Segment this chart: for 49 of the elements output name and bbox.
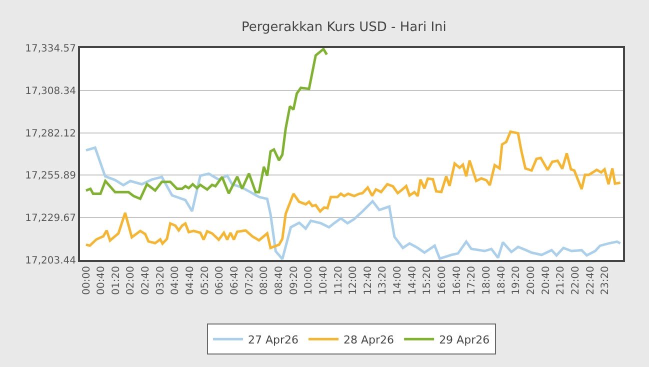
x-tick-label: 13:20 <box>378 266 389 295</box>
x-tick-label: 00:40 <box>96 266 108 295</box>
x-tick-label: 01:20 <box>110 266 122 295</box>
y-tick-label: 17,334.57 <box>25 44 76 54</box>
x-tick-label: 10:00 <box>304 266 315 295</box>
x-tick-label: 20:40 <box>540 266 552 295</box>
legend-label: 28 Apr26 <box>344 333 394 346</box>
line-series <box>84 48 328 200</box>
x-tick-label: 18:00 <box>482 266 492 295</box>
x-tick-label: 08:40 <box>274 266 285 295</box>
x-tick-label: 20:00 <box>526 266 537 295</box>
x-tick-label: 22:00 <box>570 266 582 295</box>
y-tick-label: 17,203.44 <box>25 256 76 266</box>
x-tick-label: 02:40 <box>140 266 152 295</box>
y-tick-label: 17,282.12 <box>25 128 76 140</box>
x-tick-label: 06:00 <box>214 266 226 295</box>
x-tick-label: 04:40 <box>185 266 196 295</box>
x-tick-label: 06:40 <box>229 266 240 295</box>
x-tick-label: 07:20 <box>244 266 256 295</box>
x-tick-label: 16:40 <box>452 266 463 295</box>
x-tick-label: 23:20 <box>600 266 612 295</box>
x-tick-label: 10:40 <box>318 266 330 295</box>
legend-label: 27 Apr26 <box>248 333 299 346</box>
line-series <box>84 130 622 250</box>
x-tick-label: 21:20 <box>556 266 567 295</box>
x-tick-label: 12:40 <box>362 266 374 295</box>
x-tick-label: 09:20 <box>288 266 300 295</box>
x-tick-label: 22:40 <box>585 266 596 295</box>
x-tick-label: 11:20 <box>333 266 344 295</box>
x-tick-label: 05:20 <box>200 266 211 295</box>
y-tick-label: 17,229.67 <box>25 213 76 224</box>
x-tick-label: 03:20 <box>155 266 166 295</box>
x-tick-label: 04:00 <box>170 266 182 295</box>
x-tick-label: 14:40 <box>407 266 418 295</box>
y-tick-label: 17,308.34 <box>25 86 76 97</box>
chart-title: Pergerakkan Kurs USD - Hari Ini <box>242 20 446 36</box>
x-tick-label: 14:00 <box>392 266 404 295</box>
x-tick-label: 19:20 <box>511 266 522 295</box>
x-tick-label: 17:20 <box>466 266 478 295</box>
x-tick-label: 15:20 <box>422 266 434 295</box>
legend-label: 29 Apr26 <box>439 333 490 346</box>
x-tick-label: 08:00 <box>259 266 270 295</box>
x-tick-label: 00:00 <box>81 266 92 295</box>
x-tick-label: 18:40 <box>496 266 508 295</box>
y-tick-label: 17,255.89 <box>25 170 76 182</box>
x-tick-label: 02:00 <box>126 266 137 295</box>
line-series <box>84 146 622 260</box>
x-tick-label: 12:00 <box>348 266 360 295</box>
x-tick-label: 16:00 <box>437 266 448 295</box>
